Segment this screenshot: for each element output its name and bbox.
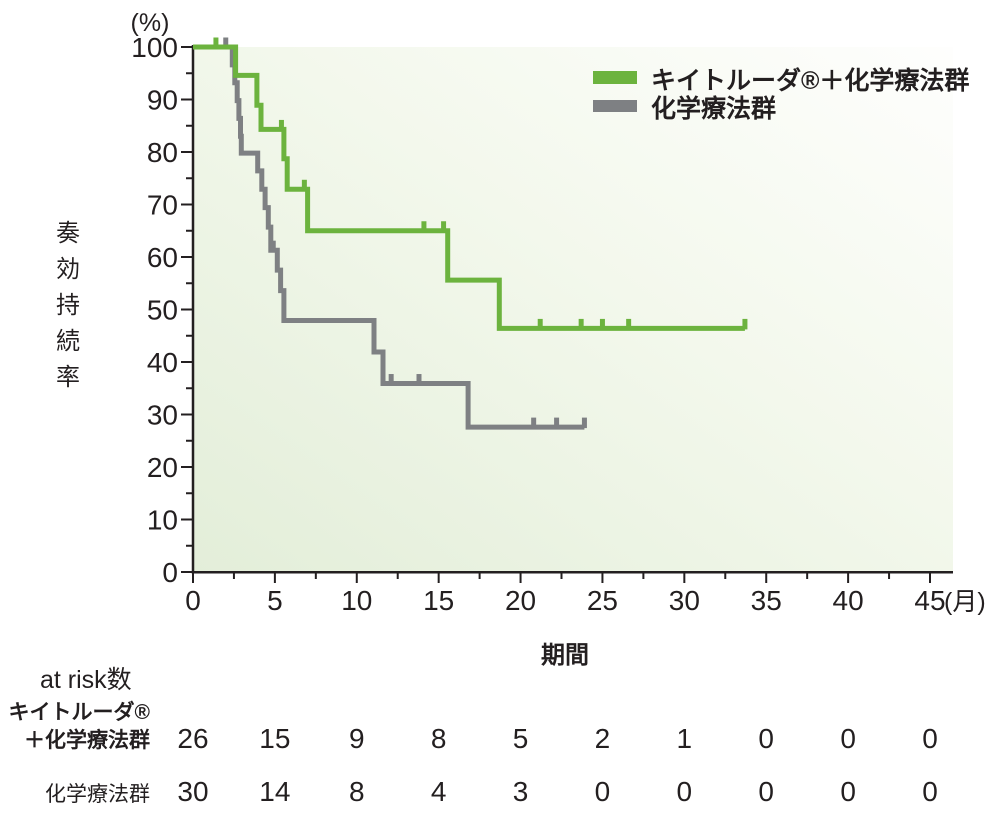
x-unit-label: (月): [944, 588, 986, 616]
y-tick-label: 60: [147, 242, 178, 273]
km-curves: [193, 37, 748, 430]
at-risk-value: 15: [259, 723, 290, 754]
y-tick-label: 80: [147, 137, 178, 168]
y-tick-label: 70: [147, 190, 178, 221]
km-step-line-green: [193, 44, 745, 331]
y-tick-label: 0: [162, 557, 178, 588]
km-step-line-gray: [193, 44, 585, 430]
at-risk-value: 0: [922, 723, 938, 754]
at-risk-value: 5: [513, 723, 529, 754]
at-risk-value: 0: [922, 776, 938, 807]
at-risk-value: 0: [677, 776, 693, 807]
at-risk-value: 0: [758, 723, 774, 754]
at-risk-value: 14: [259, 776, 290, 807]
x-axis-title: 期間: [541, 642, 589, 669]
y-tick-label: 40: [147, 347, 178, 378]
at-risk-value: 0: [840, 723, 856, 754]
at-risk-title: at risk数: [40, 666, 132, 694]
at-risk-row-label: キイトルーダ®: [9, 700, 151, 724]
at-risk-value: 9: [349, 723, 365, 754]
legend-label-pembro-chemo: キイトルーダ®＋化学療法群: [651, 66, 969, 95]
legend-label-chemo: 化学療法群: [651, 94, 776, 123]
y-axis-title: 奏効持続率: [56, 220, 80, 391]
x-tick-label: 5: [267, 585, 283, 616]
x-tick-label: 10: [341, 585, 372, 616]
at-risk-value: 30: [177, 776, 208, 807]
y-tick-label: 20: [147, 452, 178, 483]
at-risk-value: 0: [840, 776, 856, 807]
at-risk-value: 0: [758, 776, 774, 807]
axes: 0 5 10 15 20 25 30 35 40 45 0 10 20 30 40 50 60 70 80 90 100: [131, 32, 945, 616]
at-risk-value: 1: [677, 723, 693, 754]
at-risk-value: 4: [431, 776, 447, 807]
legend-swatch-pembro-chemo: [593, 71, 637, 84]
at-risk-value: 0: [595, 776, 611, 807]
y-unit-label: (%): [131, 9, 170, 37]
y-tick-label: 90: [147, 85, 178, 116]
at-risk-value: 26: [177, 723, 208, 754]
at-risk-value: 8: [349, 776, 365, 807]
y-tick-label: 30: [147, 400, 178, 431]
y-tick-label: 50: [147, 295, 178, 326]
x-tick-label: 35: [751, 585, 782, 616]
y-tick-label: 100: [131, 32, 178, 63]
plot-background: [194, 47, 953, 572]
at-risk-row-label: 化学療法群: [45, 783, 150, 806]
x-tick-label: 0: [185, 585, 201, 616]
legend: キイトルーダ®＋化学療法群 化学療法群: [593, 66, 969, 123]
y-tick-label: 10: [147, 505, 178, 536]
x-tick-label: 45: [914, 585, 945, 616]
at-risk-row-label: ＋化学療法群: [24, 728, 150, 752]
x-tick-label: 40: [833, 585, 864, 616]
at-risk-value: 3: [513, 776, 529, 807]
x-tick-label: 15: [423, 585, 454, 616]
x-tick-label: 30: [669, 585, 700, 616]
x-tick-label: 20: [505, 585, 536, 616]
x-tick-label: 25: [587, 585, 618, 616]
at-risk-value: 2: [595, 723, 611, 754]
at-risk-value: 8: [431, 723, 447, 754]
legend-swatch-chemo: [593, 100, 637, 112]
